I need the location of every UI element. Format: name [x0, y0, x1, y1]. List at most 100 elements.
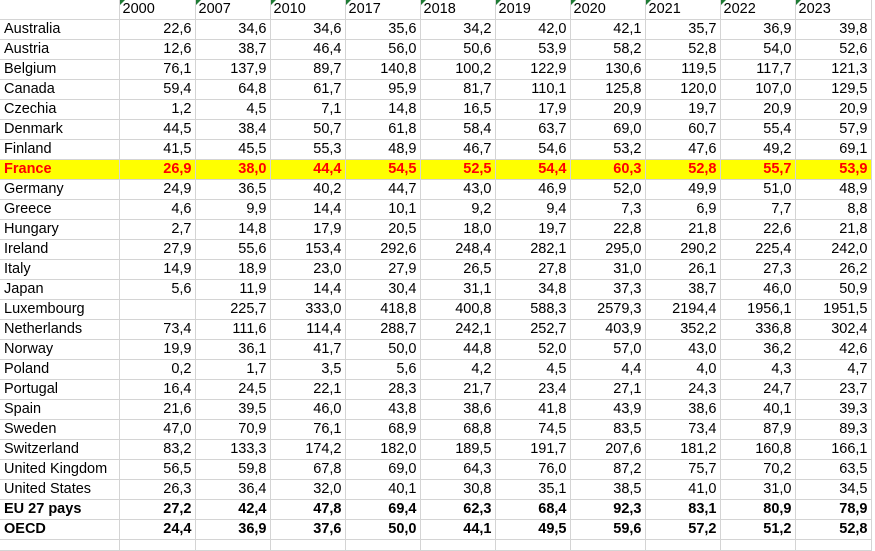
country-cell[interactable]: Belgium — [0, 59, 120, 80]
empty-cell[interactable] — [345, 539, 421, 551]
country-cell[interactable]: France — [0, 159, 120, 180]
value-cell[interactable]: 63,5 — [795, 459, 872, 480]
country-cell[interactable]: Norway — [0, 339, 120, 360]
value-cell[interactable]: 61,8 — [345, 119, 421, 140]
value-cell[interactable]: 52,8 — [645, 159, 721, 180]
value-cell[interactable]: 59,8 — [195, 459, 271, 480]
country-cell[interactable]: United States — [0, 479, 120, 500]
country-cell[interactable]: Australia — [0, 19, 120, 40]
value-cell[interactable]: 18,9 — [195, 259, 271, 280]
value-cell[interactable]: 288,7 — [345, 319, 421, 340]
empty-cell[interactable] — [270, 539, 346, 551]
value-cell[interactable]: 78,9 — [795, 499, 872, 520]
empty-cell[interactable] — [645, 539, 721, 551]
value-cell[interactable]: 36,9 — [720, 19, 796, 40]
empty-cell[interactable] — [420, 539, 496, 551]
value-cell[interactable]: 39,5 — [195, 399, 271, 420]
value-cell[interactable]: 12,6 — [119, 39, 196, 60]
value-cell[interactable]: 16,4 — [119, 379, 196, 400]
value-cell[interactable]: 68,9 — [345, 419, 421, 440]
value-cell[interactable]: 83,1 — [645, 499, 721, 520]
value-cell[interactable]: 23,7 — [795, 379, 872, 400]
value-cell[interactable]: 69,4 — [345, 499, 421, 520]
value-cell[interactable]: 51,0 — [720, 179, 796, 200]
value-cell[interactable]: 252,7 — [495, 319, 571, 340]
value-cell[interactable]: 40,1 — [345, 479, 421, 500]
year-header-cell[interactable]: 2020 — [570, 0, 646, 20]
value-cell[interactable]: 37,6 — [270, 519, 346, 540]
value-cell[interactable]: 50,0 — [345, 339, 421, 360]
value-cell[interactable]: 21,8 — [795, 219, 872, 240]
value-cell[interactable]: 400,8 — [420, 299, 496, 320]
value-cell[interactable]: 21,8 — [645, 219, 721, 240]
value-cell[interactable]: 41,8 — [495, 399, 571, 420]
value-cell[interactable]: 24,4 — [119, 519, 196, 540]
value-cell[interactable]: 4,3 — [720, 359, 796, 380]
country-cell[interactable]: Greece — [0, 199, 120, 220]
value-cell[interactable]: 403,9 — [570, 319, 646, 340]
value-cell[interactable]: 16,5 — [420, 99, 496, 120]
country-cell[interactable]: Ireland — [0, 239, 120, 260]
value-cell[interactable]: 69,1 — [795, 139, 872, 160]
value-cell[interactable]: 50,0 — [345, 519, 421, 540]
value-cell[interactable]: 6,9 — [645, 199, 721, 220]
value-cell[interactable]: 39,8 — [795, 19, 872, 40]
value-cell[interactable]: 9,9 — [195, 199, 271, 220]
value-cell[interactable]: 95,9 — [345, 79, 421, 100]
value-cell[interactable]: 55,3 — [270, 139, 346, 160]
value-cell[interactable]: 73,4 — [119, 319, 196, 340]
value-cell[interactable]: 34,6 — [270, 19, 346, 40]
value-cell[interactable]: 4,5 — [195, 99, 271, 120]
value-cell[interactable]: 69,0 — [570, 119, 646, 140]
empty-cell[interactable] — [195, 539, 271, 551]
value-cell[interactable]: 31,1 — [420, 279, 496, 300]
value-cell[interactable]: 1,7 — [195, 359, 271, 380]
value-cell[interactable]: 81,7 — [420, 79, 496, 100]
value-cell[interactable]: 70,9 — [195, 419, 271, 440]
value-cell[interactable]: 54,5 — [345, 159, 421, 180]
value-cell[interactable]: 14,4 — [270, 279, 346, 300]
year-header-cell[interactable]: 2010 — [270, 0, 346, 20]
value-cell[interactable]: 35,6 — [345, 19, 421, 40]
value-cell[interactable]: 61,7 — [270, 79, 346, 100]
value-cell[interactable]: 68,8 — [420, 419, 496, 440]
value-cell[interactable]: 153,4 — [270, 239, 346, 260]
value-cell[interactable]: 46,0 — [270, 399, 346, 420]
value-cell[interactable]: 34,8 — [495, 279, 571, 300]
value-cell[interactable]: 36,5 — [195, 179, 271, 200]
country-cell[interactable]: Luxembourg — [0, 299, 120, 320]
value-cell[interactable]: 52,0 — [570, 179, 646, 200]
value-cell[interactable]: 38,6 — [645, 399, 721, 420]
value-cell[interactable]: 302,4 — [795, 319, 872, 340]
empty-cell[interactable] — [0, 539, 120, 551]
value-cell[interactable]: 75,7 — [645, 459, 721, 480]
value-cell[interactable]: 20,9 — [795, 99, 872, 120]
value-cell[interactable]: 14,8 — [195, 219, 271, 240]
value-cell[interactable]: 24,5 — [195, 379, 271, 400]
value-cell[interactable]: 9,2 — [420, 199, 496, 220]
value-cell[interactable]: 14,9 — [119, 259, 196, 280]
value-cell[interactable]: 20,9 — [720, 99, 796, 120]
value-cell[interactable]: 50,9 — [795, 279, 872, 300]
value-cell[interactable]: 43,0 — [420, 179, 496, 200]
country-cell[interactable]: Denmark — [0, 119, 120, 140]
country-cell[interactable]: Canada — [0, 79, 120, 100]
country-cell[interactable]: Japan — [0, 279, 120, 300]
value-cell[interactable]: 44,7 — [345, 179, 421, 200]
value-cell[interactable]: 52,8 — [795, 519, 872, 540]
value-cell[interactable]: 588,3 — [495, 299, 571, 320]
value-cell[interactable]: 34,2 — [420, 19, 496, 40]
value-cell[interactable]: 248,4 — [420, 239, 496, 260]
value-cell[interactable]: 119,5 — [645, 59, 721, 80]
value-cell[interactable]: 7,1 — [270, 99, 346, 120]
value-cell[interactable]: 130,6 — [570, 59, 646, 80]
value-cell[interactable]: 137,9 — [195, 59, 271, 80]
value-cell[interactable]: 27,3 — [720, 259, 796, 280]
value-cell[interactable]: 54,6 — [495, 139, 571, 160]
country-cell[interactable]: OECD — [0, 519, 120, 540]
value-cell[interactable]: 44,4 — [270, 159, 346, 180]
value-cell[interactable]: 9,4 — [495, 199, 571, 220]
value-cell[interactable]: 40,1 — [720, 399, 796, 420]
value-cell[interactable]: 31,0 — [720, 479, 796, 500]
empty-cell[interactable] — [119, 539, 196, 551]
